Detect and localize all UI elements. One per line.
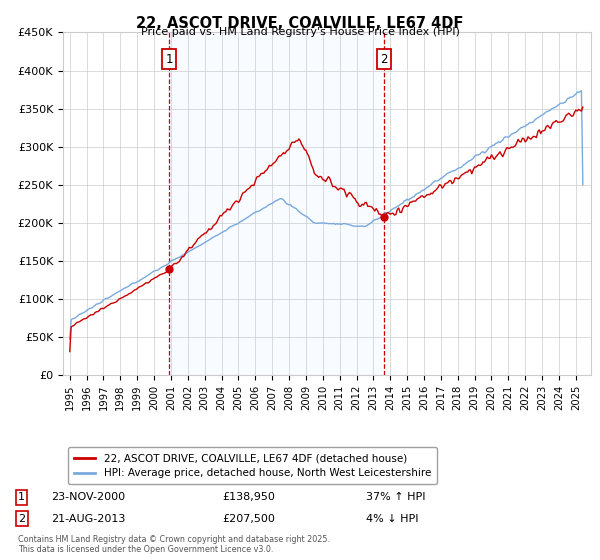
- Text: 4% ↓ HPI: 4% ↓ HPI: [366, 514, 419, 524]
- Text: 23-NOV-2000: 23-NOV-2000: [51, 492, 125, 502]
- Text: 1: 1: [18, 492, 25, 502]
- Text: 22, ASCOT DRIVE, COALVILLE, LE67 4DF: 22, ASCOT DRIVE, COALVILLE, LE67 4DF: [136, 16, 464, 31]
- Bar: [169, 32, 384, 375]
- Text: Price paid vs. HM Land Registry's House Price Index (HPI): Price paid vs. HM Land Registry's House …: [140, 27, 460, 37]
- Text: Contains HM Land Registry data © Crown copyright and database right 2025.
This d: Contains HM Land Registry data © Crown c…: [18, 535, 330, 554]
- Text: £138,950: £138,950: [222, 492, 275, 502]
- Legend: 22, ASCOT DRIVE, COALVILLE, LE67 4DF (detached house), HPI: Average price, detac: 22, ASCOT DRIVE, COALVILLE, LE67 4DF (de…: [68, 447, 437, 484]
- Text: £207,500: £207,500: [222, 514, 275, 524]
- Text: 21-AUG-2013: 21-AUG-2013: [51, 514, 125, 524]
- Text: 37% ↑ HPI: 37% ↑ HPI: [366, 492, 425, 502]
- Text: 2: 2: [380, 53, 388, 66]
- Text: 2: 2: [18, 514, 25, 524]
- Text: 1: 1: [166, 53, 173, 66]
